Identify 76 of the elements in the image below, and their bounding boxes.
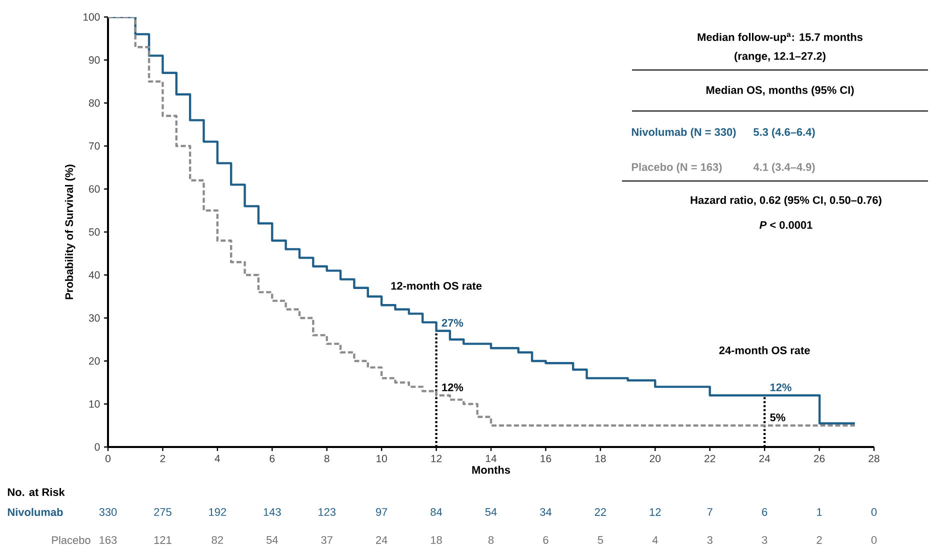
text: 4 xyxy=(652,536,658,544)
x-tick-label: 20 xyxy=(650,454,661,462)
y-tick-label: 80 xyxy=(88,99,100,107)
annotation: 5% xyxy=(770,414,786,422)
x-tick-label: 12 xyxy=(431,454,442,462)
annotation: P < 0.0001 xyxy=(760,221,812,229)
text: 24 xyxy=(376,536,388,544)
y-tick-label: 20 xyxy=(89,357,100,365)
text: 6 xyxy=(762,508,768,516)
x-tick-label: 0 xyxy=(105,454,110,462)
text: 8 xyxy=(488,536,494,544)
text: 37 xyxy=(321,536,332,544)
text: 54 xyxy=(485,508,497,516)
text: 192 xyxy=(209,508,226,516)
text: 330 xyxy=(99,508,117,516)
annotation: (range, 12.1–27.2) xyxy=(734,52,826,62)
y-tick-label: 0 xyxy=(94,443,100,451)
text: 3 xyxy=(707,536,712,544)
text: 121 xyxy=(154,536,172,544)
text: 84 xyxy=(430,508,442,516)
text: 163 xyxy=(100,536,117,544)
text: 143 xyxy=(264,508,281,516)
annotation: 5.3 (4.6–6.4) xyxy=(754,128,815,138)
y-tick-label: 10 xyxy=(89,400,100,408)
x-tick-label: 18 xyxy=(595,454,606,462)
text: 0 xyxy=(871,508,877,516)
text: 0 xyxy=(871,536,877,544)
annotation: 12-month OS rate xyxy=(391,282,482,290)
x-tick-label: 6 xyxy=(270,454,275,462)
text: 3 xyxy=(762,536,768,544)
x-tick-label: 14 xyxy=(486,454,497,462)
y-tick-label: 30 xyxy=(88,314,100,322)
y-tick-label: 70 xyxy=(89,142,100,150)
annotation: Placebo (N = 163) xyxy=(632,162,722,174)
text: 275 xyxy=(154,508,172,516)
text: Nivolumab xyxy=(8,508,63,516)
annotation: Nivolumab (N = 330) xyxy=(632,128,736,138)
text: Placebo xyxy=(52,536,90,544)
annotation: 24-month OS rate xyxy=(719,346,810,354)
text: 123 xyxy=(318,508,336,516)
x-tick-label: 28 xyxy=(868,454,880,462)
text: 97 xyxy=(376,508,388,516)
x-tick-label: 4 xyxy=(214,454,220,462)
x-tick-label: 2 xyxy=(160,454,166,462)
text: 34 xyxy=(540,508,552,516)
annotation: Hazard ratio, 0.62 (95% CI, 0.50–0.76) xyxy=(690,196,882,206)
text: 5 xyxy=(598,536,604,544)
y-axis-title: Probability of Survival (%) xyxy=(64,164,76,300)
text: 6 xyxy=(543,536,548,544)
x-axis-title: Months xyxy=(472,466,510,474)
text: 2 xyxy=(816,536,822,544)
text: 18 xyxy=(431,536,442,544)
text: 1 xyxy=(817,508,822,516)
text: No. at Risk xyxy=(8,488,65,496)
x-tick-label: 16 xyxy=(540,454,552,462)
annotation: 12% xyxy=(442,383,464,392)
text: 82 xyxy=(212,536,223,544)
y-tick-label: 40 xyxy=(88,271,100,279)
text: 12 xyxy=(650,508,661,516)
annotation: 12% xyxy=(770,383,792,392)
annotation: 27% xyxy=(442,318,464,327)
x-tick-label: 8 xyxy=(324,454,330,462)
x-tick-label: 26 xyxy=(814,454,825,462)
text: 7 xyxy=(707,508,712,516)
y-tick-label: 100 xyxy=(84,13,100,21)
x-tick-label: 24 xyxy=(759,454,770,462)
annotation: 4.1 (3.4–4.9) xyxy=(753,162,815,174)
annotation: Median OS, months (95% CI) xyxy=(706,86,854,96)
text: 22 xyxy=(594,508,606,516)
annotation: Median follow-up$^{a}$: 15.7 months xyxy=(698,32,863,44)
y-tick-label: 50 xyxy=(88,228,100,236)
x-tick-label: 10 xyxy=(376,454,387,462)
text: 54 xyxy=(266,536,278,544)
y-tick-label: 90 xyxy=(89,56,100,64)
y-tick-label: 60 xyxy=(89,185,100,193)
x-tick-label: 22 xyxy=(704,454,716,462)
